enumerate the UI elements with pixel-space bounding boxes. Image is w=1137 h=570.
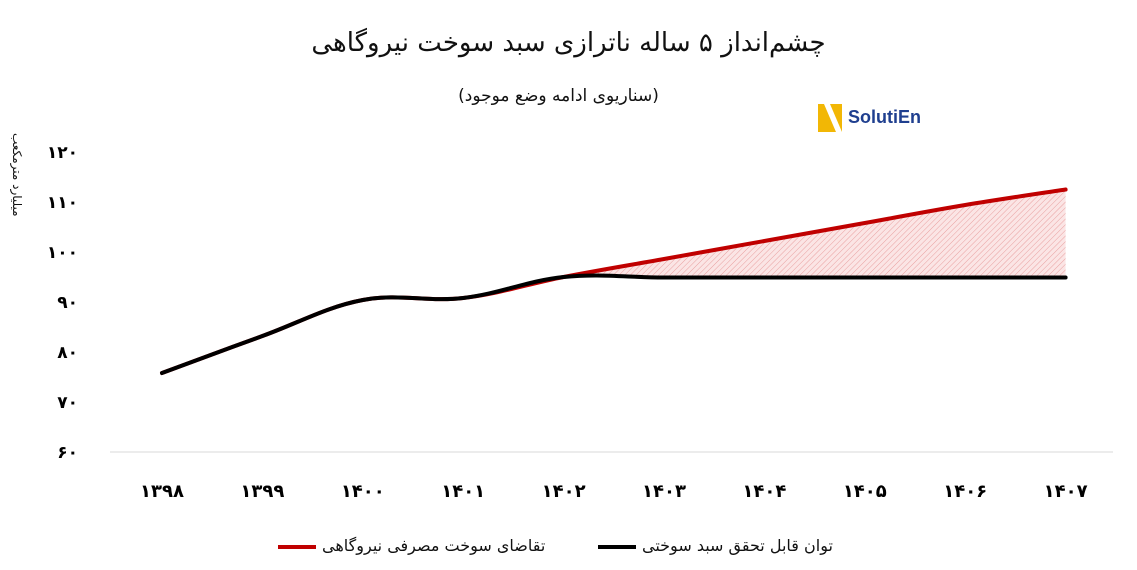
y-tick-label: ۱۰۰ (47, 243, 78, 263)
chart-subtitle: (سناریوی ادامه وضع موجود) (458, 86, 659, 106)
y-tick-label: ۶۰ (57, 443, 78, 463)
y-tick-label: ۱۲۰ (47, 143, 78, 163)
x-tick-label: ۱۴۰۱ (441, 481, 485, 502)
x-tick-label: ۱۳۹۹ (240, 481, 284, 502)
y-tick-label: ۷۰ (57, 393, 78, 413)
x-tick-label: ۱۴۰۷ (1044, 481, 1088, 502)
y-tick-label: ۸۰ (57, 343, 78, 363)
legend: تقاضای سوخت مصرفی نیروگاهی توان قابل تحق… (0, 536, 1137, 560)
legend-item-supply: توان قابل تحقق سبد سوختی (598, 536, 858, 560)
legend-label-demand: تقاضای سوخت مصرفی نیروگاهی (322, 536, 546, 555)
chart-title: چشم‌انداز ۵ ساله ناترازی سبد سوخت نیروگا… (311, 28, 826, 58)
x-tick-label: ۱۴۰۰ (341, 481, 385, 502)
y-tick-label: ۱۱۰ (47, 193, 78, 213)
x-tick-label: ۱۴۰۳ (642, 481, 686, 502)
line-chart: ۶۰ ۷۰ ۸۰ ۹۰ ۱۰۰ ۱۱۰ ۱۲۰ ۱۳۹۸ ۱۳۹۹ ۱۴۰۰ ۱۴۰۱ ۱۴۰۲ ۱۴… (47, 143, 1113, 502)
x-tick-label: ۱۴۰۲ (542, 481, 586, 502)
legend-swatch-supply (598, 545, 636, 549)
x-tick-label: ۱۳۹۸ (140, 481, 184, 502)
y-tick-label: ۹۰ (57, 293, 78, 313)
legend-label-supply: توان قابل تحقق سبد سوختی (642, 536, 833, 555)
x-tick-label: ۱۴۰۵ (843, 481, 887, 502)
y-tick-labels: ۶۰ ۷۰ ۸۰ ۹۰ ۱۰۰ ۱۱۰ ۱۲۰ (47, 143, 78, 463)
logo-text: SolutiEn (848, 107, 921, 127)
x-tick-label: ۱۴۰۶ (943, 481, 987, 502)
series-line-supply (160, 273, 1068, 375)
x-tick-label: ۱۴۰۴ (742, 481, 786, 502)
logo-mark-icon (818, 104, 842, 132)
legend-item-demand: تقاضای سوخت مصرفی نیروگاهی (278, 536, 558, 560)
x-tick-labels: ۱۳۹۸ ۱۳۹۹ ۱۴۰۰ ۱۴۰۱ ۱۴۰۲ ۱۴۰۳ ۱۴۰۴ ۱۴۰۵ ۱۴۰۶ ۱۴۰۷ (140, 481, 1088, 502)
y-axis-label: میلیارد مترمکعب (10, 133, 24, 217)
legend-swatch-demand (278, 545, 316, 549)
